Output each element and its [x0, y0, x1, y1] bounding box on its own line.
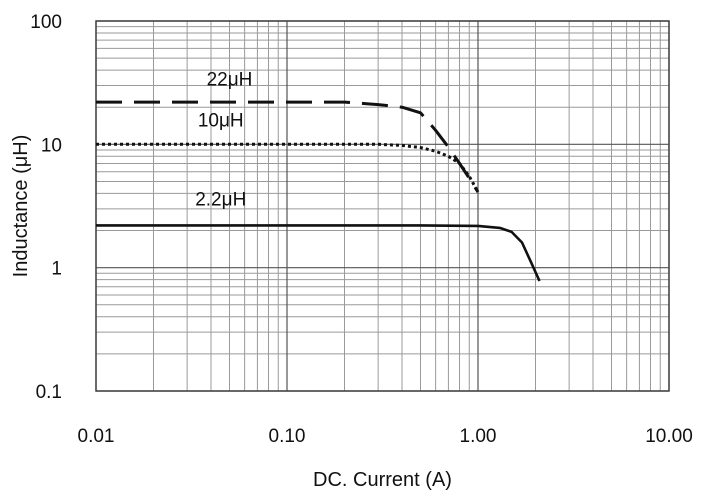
series-labels: 22μH 10μH 2.2μH	[195, 69, 252, 210]
y-tick-label: 10	[41, 135, 62, 156]
x-tick-label: 1.00	[460, 426, 497, 447]
y-tick-labels: 0.1 1 10 100	[30, 12, 62, 403]
x-tick-label: 0.10	[269, 426, 306, 447]
minor-gridlines	[96, 21, 669, 391]
series-label-2: 2.2μH	[195, 189, 246, 210]
x-tick-label: 0.01	[78, 426, 115, 447]
x-tick-label: 10.00	[645, 426, 693, 447]
y-tick-label: 0.1	[36, 382, 62, 403]
major-gridlines	[95, 20, 670, 392]
y-tick-label: 100	[30, 12, 62, 33]
plot-area-frame	[95, 20, 670, 392]
series-label-1: 10μH	[198, 110, 244, 131]
series-line-2	[96, 224, 541, 282]
series-layer	[96, 100, 541, 282]
y-axis-title: Inductance (μH)	[10, 135, 32, 278]
x-axis-title: DC. Current (A)	[313, 469, 452, 491]
series-label-0: 22μH	[207, 69, 253, 90]
x-tick-labels: 0.01 0.10 1.00 10.00	[78, 426, 693, 447]
series-line-1	[96, 142, 480, 193]
y-tick-label: 1	[51, 259, 62, 280]
